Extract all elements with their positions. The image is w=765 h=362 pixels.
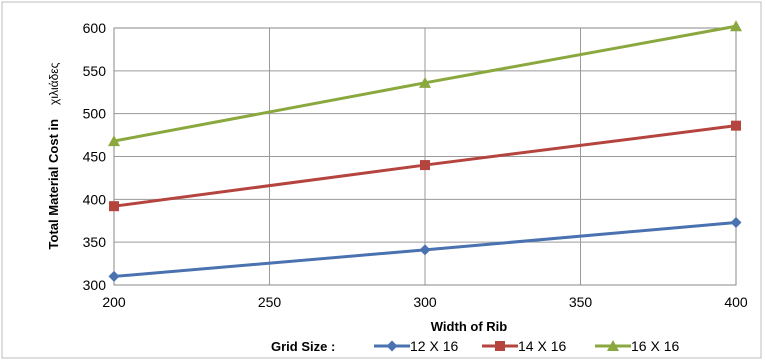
x-tick-label: 350 [569, 294, 593, 310]
y-axis-title: Total Material Cost inχιλιάδες [46, 62, 61, 249]
x-tick-label: 250 [258, 294, 282, 310]
legend-label: 14 X 16 [518, 338, 566, 354]
legend-label: 16 X 16 [631, 338, 679, 354]
x-tick-label: 300 [413, 294, 437, 310]
data-point [108, 135, 120, 147]
legend-marker [386, 340, 398, 352]
y-axis: 300 350 400 450 500 550 600 [83, 20, 107, 293]
legend-title: Grid Size : [271, 339, 335, 354]
y-tick-label: 600 [83, 20, 107, 36]
x-tick-label: 400 [724, 294, 748, 310]
y-tick-label: 300 [83, 277, 107, 293]
data-point [731, 120, 741, 131]
x-axis-title: Width of Rib [431, 319, 507, 334]
data-point [419, 244, 431, 256]
data-point [730, 216, 742, 228]
series-1 [108, 216, 742, 282]
x-tick-label: 200 [102, 294, 126, 310]
x-axis: 200 250 300 350 400 [102, 294, 748, 310]
data-point [109, 201, 119, 212]
data-point [420, 160, 430, 171]
data-point [419, 76, 431, 88]
legend-entry: 12 X 16 [374, 338, 458, 354]
y-tick-label: 350 [83, 234, 107, 250]
legend: 12 X 16 14 X 16 16 X 16 [374, 338, 679, 354]
data-point [108, 270, 120, 282]
y-tick-label: 550 [83, 63, 107, 79]
y-tick-label: 450 [83, 149, 107, 165]
series-group [108, 20, 742, 282]
legend-marker [607, 340, 619, 351]
y-tick-label: 500 [83, 106, 107, 122]
legend-entry: 14 X 16 [482, 338, 566, 354]
y-tick-label: 400 [83, 191, 107, 207]
legend-label: 12 X 16 [410, 338, 458, 354]
data-point [730, 20, 742, 32]
legend-marker [495, 341, 505, 351]
series-2 [109, 120, 741, 212]
series-3 [108, 20, 742, 147]
legend-entry: 16 X 16 [595, 338, 679, 354]
plot-area [113, 27, 737, 286]
